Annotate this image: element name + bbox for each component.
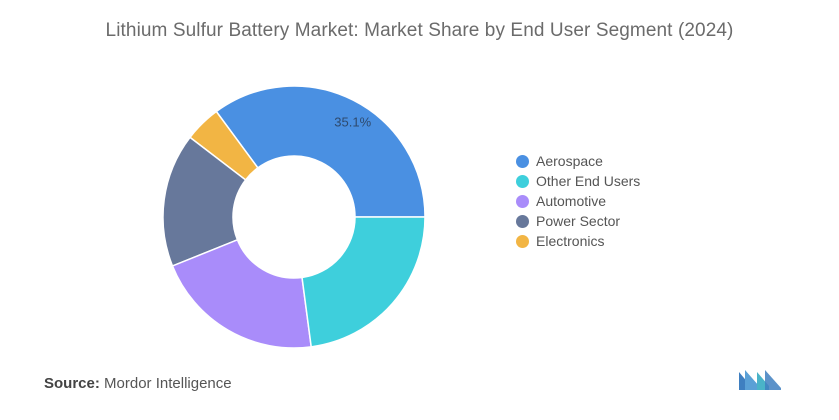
legend-item-automotive: Automotive xyxy=(516,191,640,211)
legend-item-aerospace: Aerospace xyxy=(516,151,640,171)
slice-aerospace xyxy=(215,85,426,218)
data-label-aerospace: 35.1% xyxy=(334,115,371,130)
legend-label-electronics: Electronics xyxy=(536,233,605,249)
legend-item-other-end-users: Other End Users xyxy=(516,171,640,191)
legend-label-other-end-users: Other End Users xyxy=(536,173,641,189)
legend-swatch-automotive xyxy=(516,194,529,208)
source-label: Source: xyxy=(44,375,100,392)
slice-power-sector xyxy=(162,136,247,267)
legend-label-power-sector: Power Sector xyxy=(536,213,621,229)
legend-swatch-electronics xyxy=(516,234,529,248)
legend-label-aerospace: Aerospace xyxy=(536,153,603,169)
legend-swatch-other-end-users xyxy=(516,174,529,188)
legend-item-electronics: Electronics xyxy=(516,231,640,251)
chart-title: Lithium Sulfur Battery Market: Market Sh… xyxy=(105,20,734,41)
legend-swatch-power-sector xyxy=(516,214,529,228)
slice-automotive xyxy=(171,238,313,349)
slice-other-end-users xyxy=(301,216,426,348)
legend-label-automotive: Automotive xyxy=(536,193,607,209)
legend-swatch-aerospace xyxy=(516,154,529,168)
source-text: Mordor Intelligence xyxy=(104,375,232,392)
legend-item-power-sector: Power Sector xyxy=(516,211,640,231)
mordor-intelligence-logo-icon xyxy=(739,370,781,390)
legend: Aerospace Other End Users Automotive Pow… xyxy=(516,151,640,251)
source-note: Source: Mordor Intelligence xyxy=(44,375,232,392)
